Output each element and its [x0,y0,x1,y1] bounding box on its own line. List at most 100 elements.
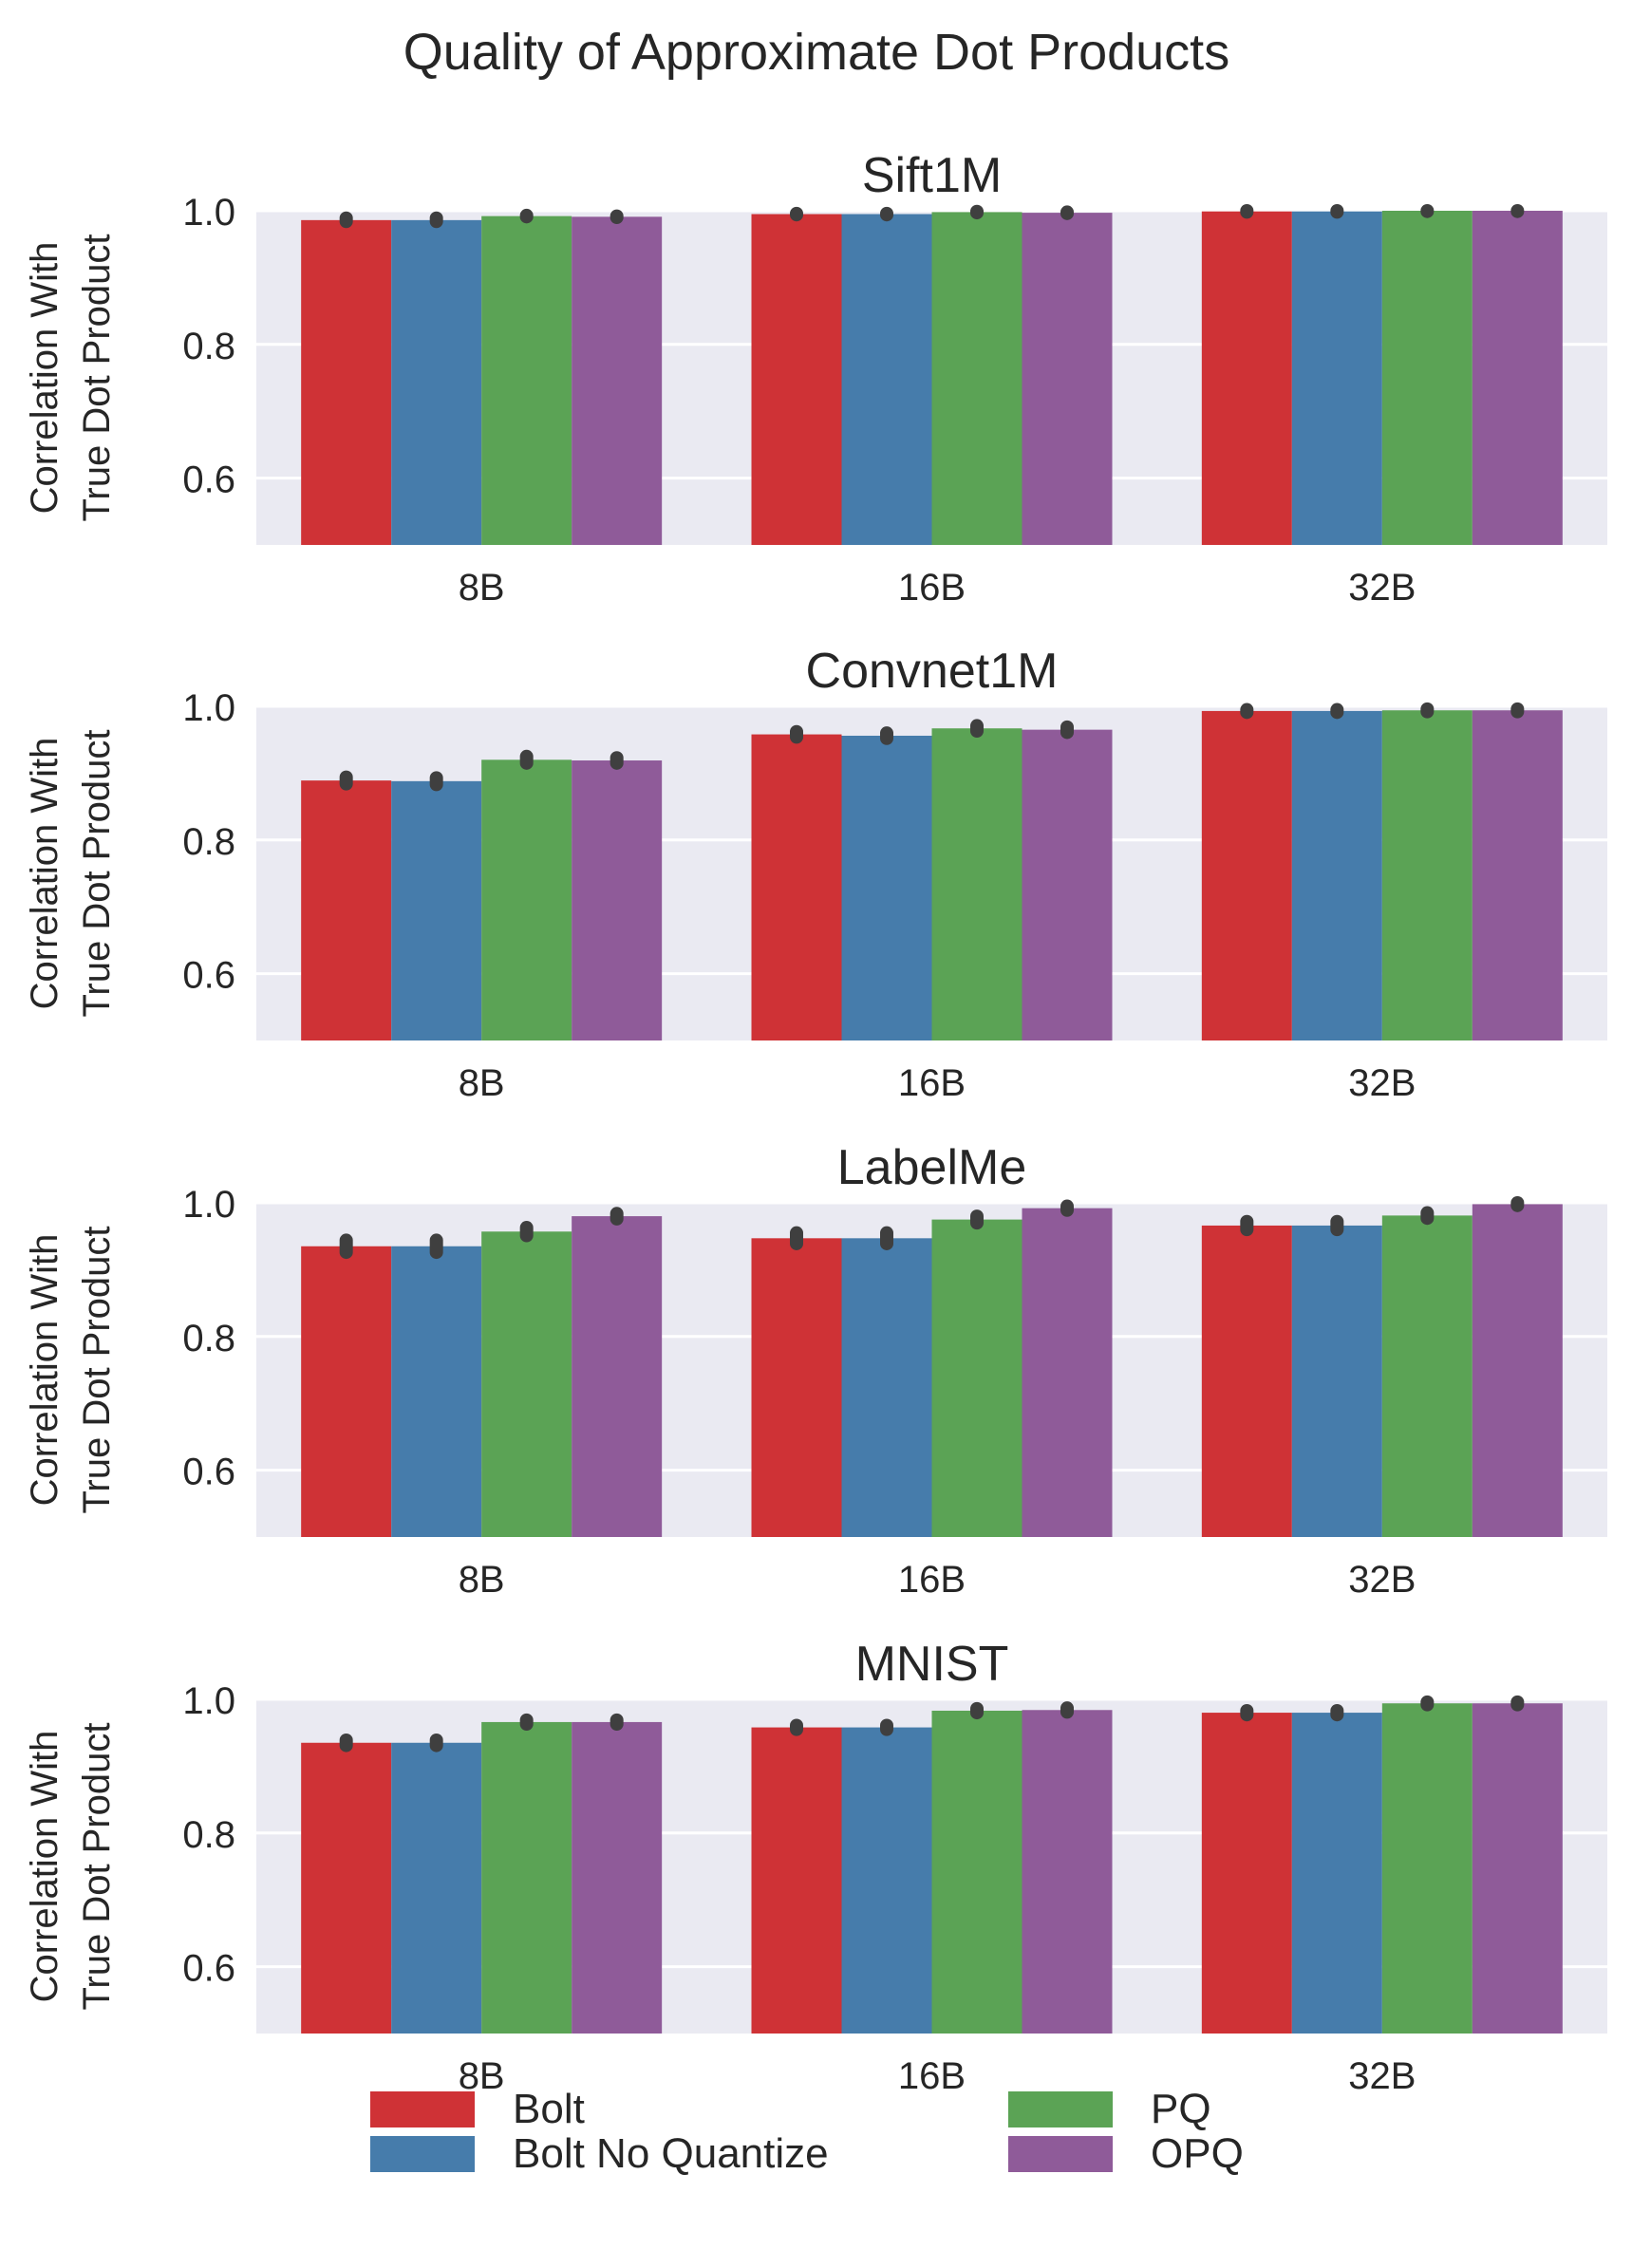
legend-swatch [1008,2136,1113,2172]
x-tick-label: 32B [1348,567,1416,609]
figure-title: Quality of Approximate Dot Products [403,24,1229,81]
bar-pq [931,212,1022,545]
x-tick-label: 8B [459,1062,505,1104]
y-tick-label: 0.8 [182,326,235,367]
bar-bolt [1201,1713,1292,2034]
y-axis-label: True Dot Product [76,729,118,1017]
y-tick-label: 1.0 [182,1680,235,1722]
bar-opq [572,216,663,545]
bar-pq [931,728,1022,1040]
bar-bolt-no-quantize [841,1727,932,2034]
panel-title: MNIST [855,1637,1009,1692]
y-axis-label: True Dot Product [76,1722,118,2010]
y-axis-label: True Dot Product [76,1226,118,1513]
legend-swatch [370,2091,475,2127]
y-axis-label: Correlation With [24,1731,66,2003]
bar-bolt-no-quantize [1291,1225,1382,1537]
bar-bolt [301,1742,392,2034]
y-tick-label: 1.0 [182,1184,235,1226]
legend-label: PQ [1151,2086,1211,2132]
bar-bolt [751,734,842,1040]
legend-label: Bolt [513,2086,585,2132]
bar-bolt-no-quantize [841,214,932,545]
bar-pq [481,1231,572,1537]
panel-title: Sift1M [862,148,1002,203]
legend: Bolt PQ Bolt No Quantize OPQ [370,2086,1244,2177]
legend-swatch [1008,2091,1113,2127]
chart-panel-convnet1m: 0.6 0.8 1.0 Convnet1M Correlation With True D… [24,644,1607,1104]
bar-opq [1472,1703,1563,2034]
x-tick-label: 16B [898,1559,966,1601]
y-axis-label: Correlation With [24,242,66,515]
bar-opq [572,1216,663,1537]
y-tick-label: 0.6 [182,955,235,997]
x-tick-label: 16B [898,1062,966,1104]
bar-bolt [301,780,392,1040]
bar-opq [1472,1204,1563,1537]
y-tick-label: 1.0 [182,192,235,234]
y-tick-label: 0.6 [182,1452,235,1493]
panel-title: Convnet1M [806,644,1059,699]
bar-bolt [751,214,842,545]
bar-pq [1381,211,1473,545]
y-tick-label: 0.8 [182,1814,235,1856]
bar-opq [1022,1208,1113,1537]
bar-bolt-no-quantize [1291,211,1382,546]
chart-panel-mnist: 0.6 0.8 1.0 MNIST Correlation With True Dot P… [24,1637,1607,2097]
x-tick-label: 32B [1348,1559,1416,1601]
legend-label: OPQ [1151,2130,1244,2177]
bar-opq [572,1721,663,2034]
bar-bolt-no-quantize [841,735,932,1040]
bar-bolt-no-quantize [841,1238,932,1537]
bar-bolt-no-quantize [391,1742,482,2034]
legend-swatch [370,2136,475,2172]
y-tick-label: 0.8 [182,821,235,863]
x-tick-label: 16B [898,567,966,609]
bar-pq [931,1219,1022,1537]
y-axis-label: True Dot Product [76,234,118,521]
bar-opq [1022,1710,1113,2034]
y-tick-label: 0.8 [182,1318,235,1359]
x-tick-label: 8B [459,2055,505,2097]
bar-bolt-no-quantize [391,219,482,545]
bar-opq [572,760,663,1040]
bar-bolt [1201,710,1292,1040]
bar-bolt [1201,211,1292,546]
legend-label: Bolt No Quantize [513,2130,829,2177]
bar-bolt-no-quantize [1291,710,1382,1040]
bar-pq [481,216,572,545]
bar-pq [1381,1703,1473,2034]
y-tick-label: 1.0 [182,687,235,729]
chart-panel-labelme: 0.6 0.8 1.0 LabelMe Correlation With True Dot… [24,1140,1607,1601]
bar-pq [931,1710,1022,2034]
bar-bolt [751,1238,842,1537]
bar-bolt [751,1727,842,2034]
x-tick-label: 8B [459,1559,505,1601]
bar-bolt [1201,1225,1292,1537]
bar-opq [1472,710,1563,1040]
y-axis-label: Correlation With [24,1234,66,1507]
x-tick-label: 32B [1348,2055,1416,2097]
bar-opq [1022,213,1113,545]
y-tick-label: 0.6 [182,459,235,501]
chart-panel-sift1m: 0.6 0.8 1.0 Sift1M Correlation With True Dot … [24,148,1607,609]
y-tick-label: 0.6 [182,1948,235,1990]
bar-bolt-no-quantize [391,780,482,1040]
bar-opq [1022,729,1113,1040]
bar-pq [1381,1215,1473,1537]
bar-pq [481,1721,572,2034]
x-tick-label: 8B [459,567,505,609]
bar-pq [481,759,572,1040]
y-axis-label: Correlation With [24,738,66,1010]
bar-bolt [301,1246,392,1537]
panel-title: LabelMe [837,1140,1026,1195]
bar-bolt-no-quantize [1291,1713,1382,2034]
bar-bolt [301,219,392,545]
x-tick-label: 16B [898,2055,966,2097]
x-tick-label: 32B [1348,1062,1416,1104]
bar-opq [1472,211,1563,545]
bar-pq [1381,710,1473,1040]
bar-bolt-no-quantize [391,1246,482,1537]
